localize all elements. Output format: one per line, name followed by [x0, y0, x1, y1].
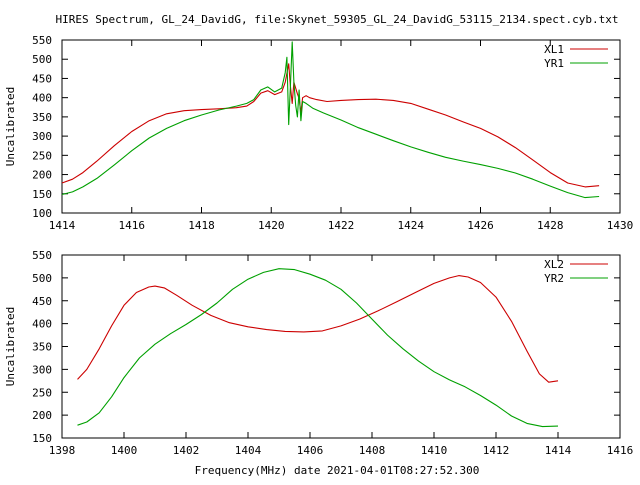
y-tick-label: 450	[32, 72, 52, 85]
x-tick-label: 1422	[328, 219, 355, 232]
y-tick-label: 300	[32, 130, 52, 143]
y-axis-label: Uncalibrated	[4, 307, 17, 386]
y-tick-label: 150	[32, 432, 52, 445]
y-tick-label: 250	[32, 149, 52, 162]
x-tick-label: 1428	[537, 219, 564, 232]
x-tick-label: 1420	[258, 219, 285, 232]
y-tick-label: 400	[32, 318, 52, 331]
legend-label-xl1: XL1	[544, 43, 564, 56]
x-tick-label: 1430	[607, 219, 634, 232]
x-tick-label: 1412	[483, 444, 510, 457]
y-tick-label: 400	[32, 92, 52, 105]
y-tick-label: 300	[32, 363, 52, 376]
x-tick-label: 1418	[188, 219, 215, 232]
series-line-xl2	[77, 275, 559, 383]
chart-panels: 1414 1416 1418 1420 1422 1424 1426 1428 14301001…	[4, 34, 633, 457]
y-tick-label: 500	[32, 272, 52, 285]
y-tick-label: 100	[32, 207, 52, 220]
x-tick-label: 1400	[111, 444, 138, 457]
y-tick-label: 350	[32, 111, 52, 124]
x-tick-label: 1426	[467, 219, 494, 232]
y-axis-label: Uncalibrated	[4, 87, 17, 166]
y-tick-label: 350	[32, 341, 52, 354]
y-tick-label: 150	[32, 188, 52, 201]
x-tick-label: 1402	[173, 444, 200, 457]
x-tick-label: 1406	[297, 444, 324, 457]
x-axis-label: Frequency(MHz) date 2021-04-01T08:27:52.…	[195, 464, 480, 477]
x-tick-label: 1414	[49, 219, 76, 232]
series-line-yr2	[77, 268, 559, 428]
legend-label-yr2: YR2	[544, 272, 564, 285]
y-tick-label: 200	[32, 409, 52, 422]
series-line-xl1	[61, 63, 600, 188]
figure-title: HIRES Spectrum, GL_24_DavidG, file:Skyne…	[56, 13, 619, 26]
series-line-yr1	[61, 41, 600, 199]
x-tick-label: 1424	[398, 219, 425, 232]
x-tick-label: 1398	[49, 444, 76, 457]
y-tick-label: 250	[32, 386, 52, 399]
x-tick-label: 1414	[545, 444, 572, 457]
x-tick-label: 1408	[359, 444, 386, 457]
y-tick-label: 200	[32, 169, 52, 182]
y-tick-label: 450	[32, 295, 52, 308]
chart-panel-1: 1414 1416 1418 1420 1422 1424 1426 1428 1430 100 1…	[4, 34, 633, 232]
y-tick-label: 550	[32, 249, 52, 262]
legend-label-xl2: XL2	[544, 258, 564, 271]
y-tick-label: 500	[32, 53, 52, 66]
x-tick-label: 1410	[421, 444, 448, 457]
x-tick-label: 1404	[235, 444, 262, 457]
x-tick-label: 1416	[119, 219, 146, 232]
y-tick-label: 550	[32, 34, 52, 47]
x-tick-label: 1416	[607, 444, 634, 457]
chart-panel-2: 1398 1400 1402 1404 1406 1408 1410 1412 1414 1416…	[4, 249, 633, 457]
legend-label-yr1: YR1	[544, 57, 564, 70]
